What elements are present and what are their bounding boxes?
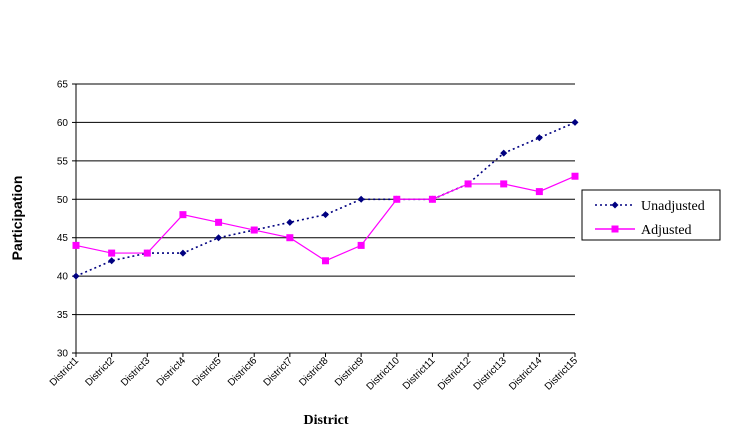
data-point [215, 218, 223, 226]
data-point [464, 180, 472, 188]
y-tick-label: 30 [57, 349, 69, 360]
y-tick-label: 40 [57, 272, 69, 283]
data-point [500, 149, 508, 157]
data-point [286, 218, 294, 226]
axes [72, 83, 576, 357]
data-point [322, 211, 329, 219]
data-point [286, 234, 294, 242]
y-tick-label: 55 [57, 156, 69, 167]
x-tick-label: District14 [507, 355, 545, 393]
data-point [571, 118, 579, 126]
data-point [535, 134, 543, 142]
data-point [72, 272, 80, 280]
data-point [535, 188, 543, 196]
series-adjusted [72, 172, 579, 265]
x-tick-label: District4 [155, 355, 189, 389]
x-tick-label: District10 [365, 355, 403, 393]
x-tick-label: District15 [543, 355, 581, 393]
legend-label: Adjusted [641, 223, 692, 238]
x-tick-label: District2 [83, 355, 117, 389]
gridlines [76, 83, 575, 316]
data-point [72, 241, 80, 249]
data-point [393, 195, 401, 203]
x-tick-label: District3 [119, 355, 153, 389]
x-tick-label: District12 [436, 355, 474, 393]
data-point [215, 234, 223, 242]
x-tick-label: District1 [48, 355, 82, 389]
y-tick-label: 35 [57, 310, 69, 321]
legend-label: Unadjusted [641, 199, 705, 214]
x-tick-label: District7 [262, 355, 296, 389]
series [72, 118, 579, 280]
data-point [357, 241, 365, 249]
y-axis-title: Participation [9, 176, 25, 261]
x-tick-label: District6 [226, 355, 260, 389]
x-tick-label: District9 [333, 355, 367, 389]
y-tick-label: 45 [57, 233, 69, 244]
data-point [500, 180, 508, 188]
data-point [357, 195, 365, 203]
y-tick-label: 50 [57, 195, 69, 206]
data-point [108, 249, 116, 257]
legend-box [581, 189, 721, 241]
data-point [428, 195, 436, 203]
series-line [75, 175, 576, 262]
legend: Unadjusted Adjusted [581, 189, 721, 241]
data-point [571, 172, 579, 180]
x-tick-label: District5 [190, 355, 224, 389]
data-point [179, 249, 187, 257]
data-point [250, 226, 258, 234]
x-tick-label: District13 [472, 355, 510, 393]
y-tick-label: 60 [57, 118, 69, 129]
data-point [108, 257, 116, 265]
x-tick-label: District8 [297, 355, 331, 389]
data-point [179, 211, 187, 219]
data-point [322, 257, 329, 265]
legend-marker [611, 201, 619, 209]
legend-marker [611, 225, 619, 233]
x-axis-title: District [303, 413, 348, 428]
y-tick-label: 65 [57, 80, 69, 91]
data-point [143, 249, 151, 257]
x-tick-label: District11 [401, 355, 438, 392]
